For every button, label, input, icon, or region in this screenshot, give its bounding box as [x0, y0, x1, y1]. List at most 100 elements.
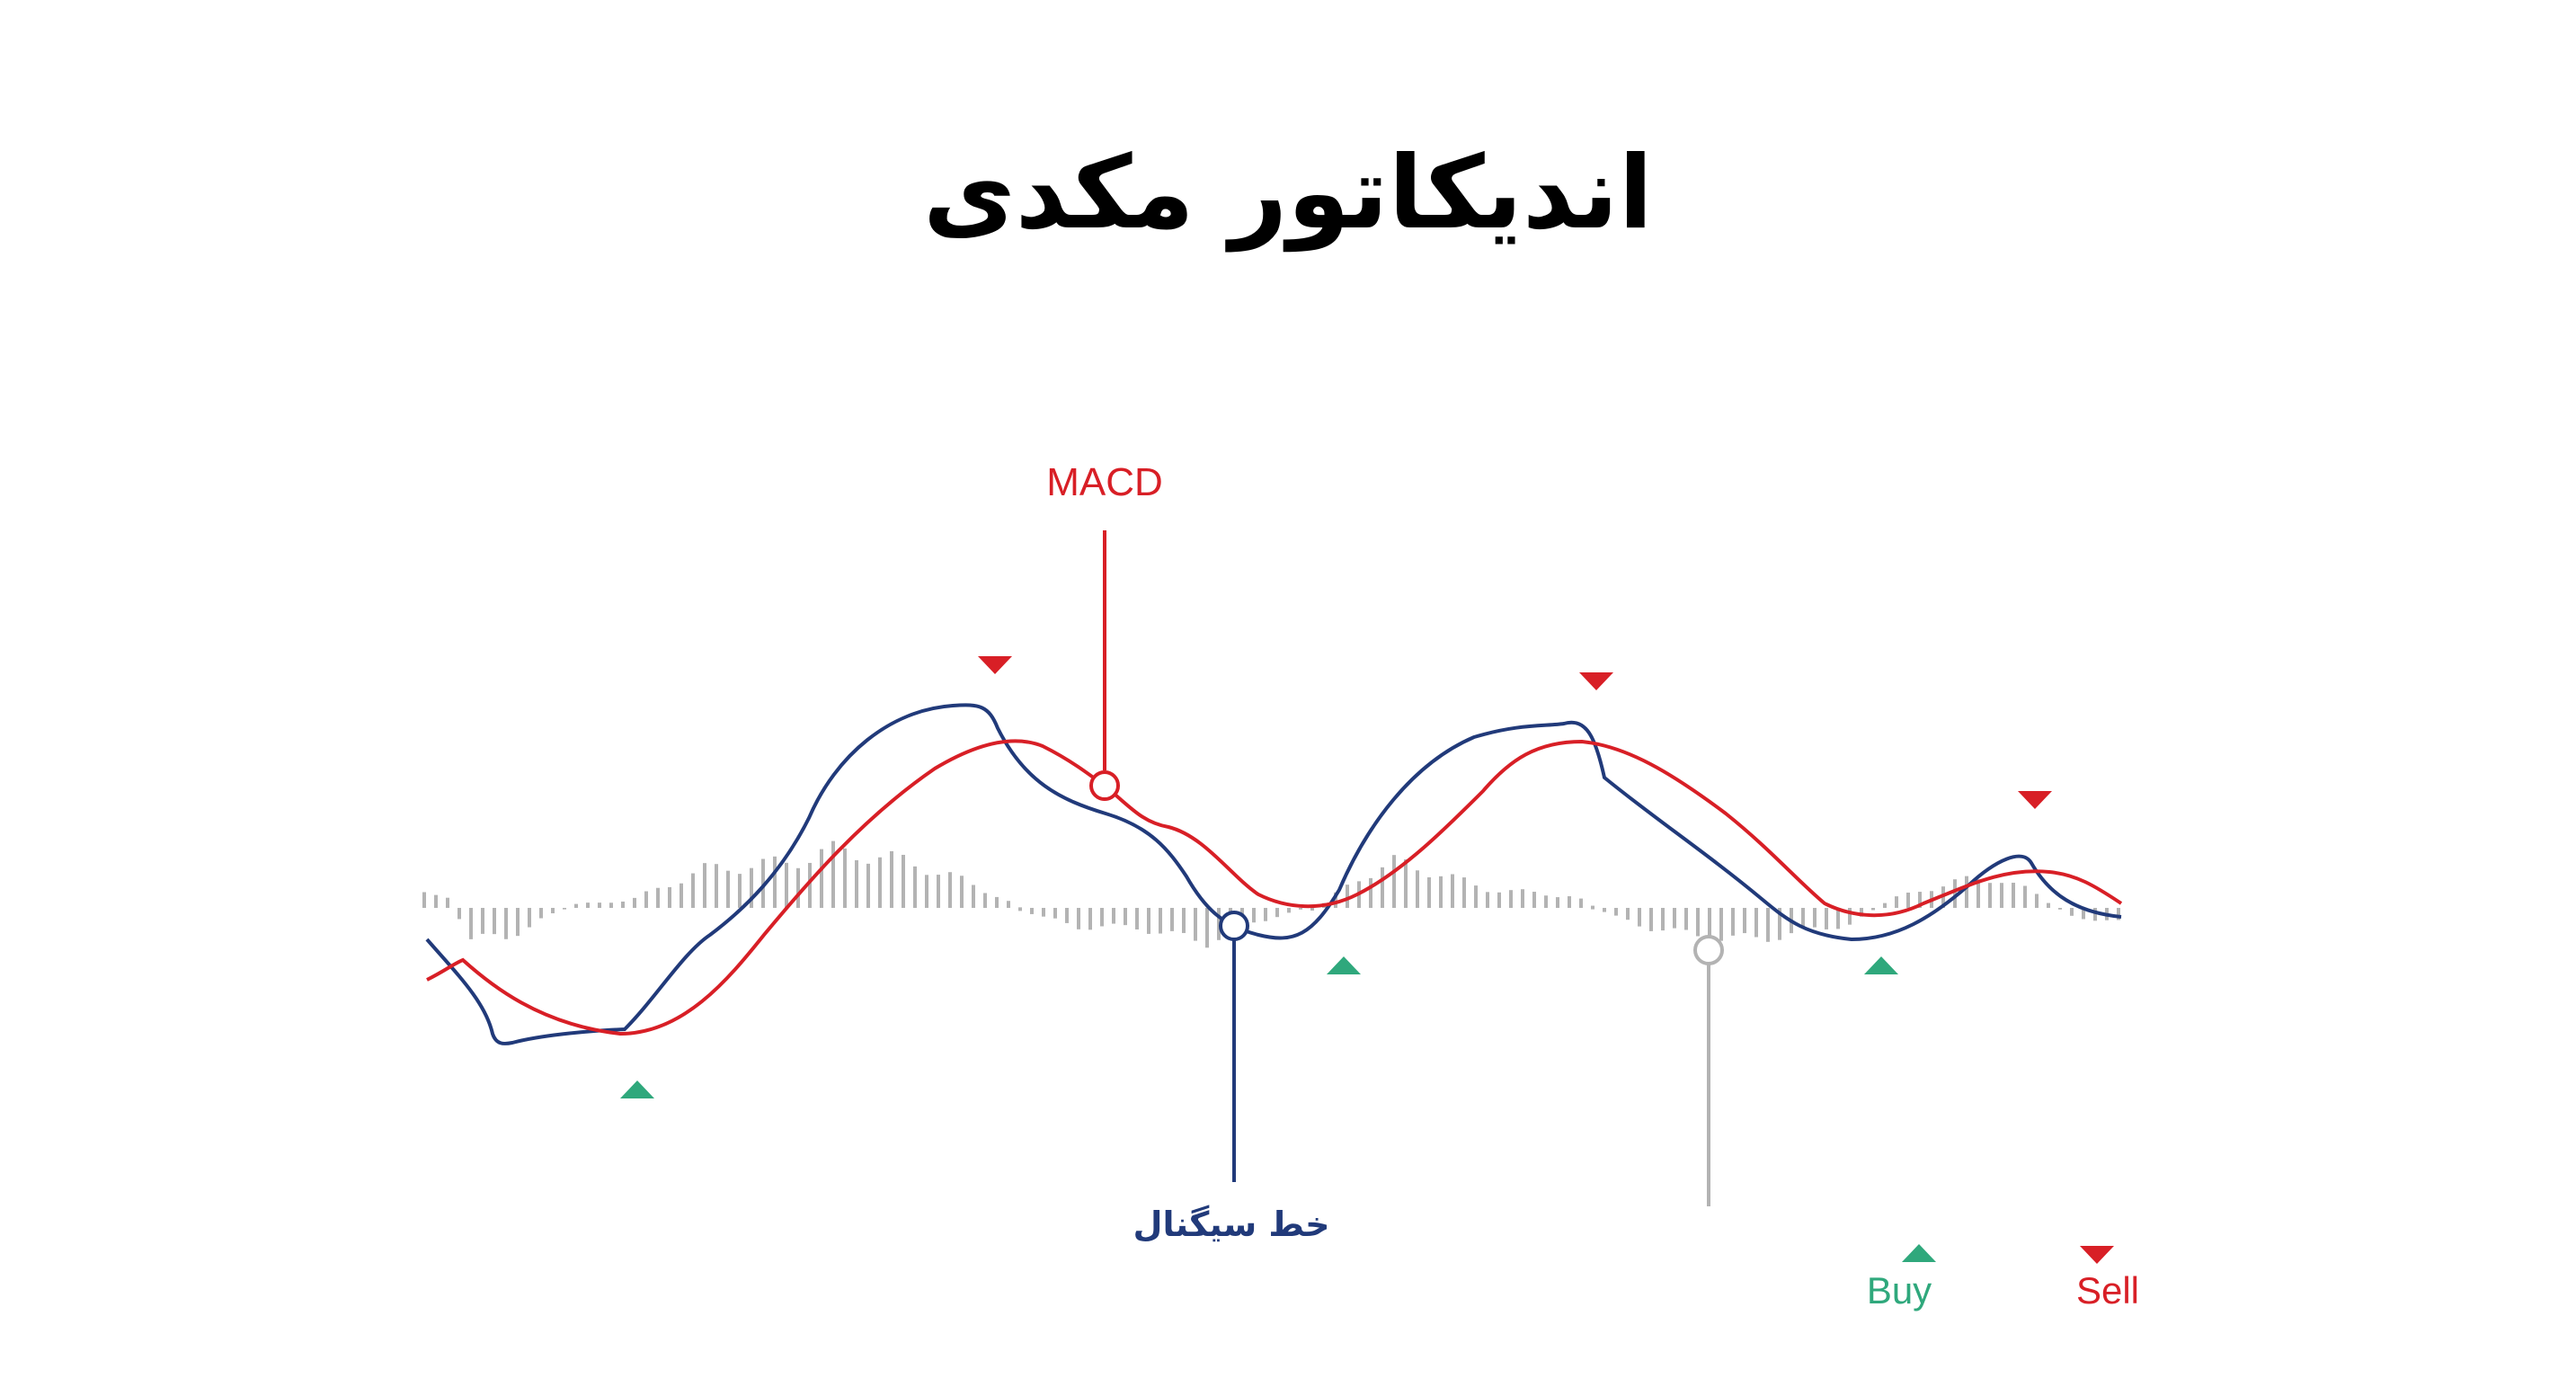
- histogram-bar: [1053, 908, 1057, 919]
- histogram-bar: [457, 908, 461, 920]
- histogram-bar: [1696, 908, 1700, 937]
- signal-label: خط سیگنال: [1133, 1205, 1329, 1244]
- legend-sell-label: Sell: [2076, 1269, 2139, 1312]
- histogram-bar: [680, 883, 683, 908]
- histogram-bar: [1100, 908, 1104, 927]
- histogram-bar: [2058, 908, 2062, 910]
- histogram-bar: [831, 840, 835, 908]
- histogram-bar: [1088, 908, 1092, 930]
- histogram-bar: [1883, 903, 1887, 908]
- histogram-bar: [972, 885, 975, 908]
- histogram-bar: [902, 854, 905, 908]
- histogram-bar: [1439, 876, 1443, 908]
- histogram-bar: [644, 891, 648, 908]
- histogram-bar: [948, 872, 952, 908]
- histogram-bar: [785, 862, 788, 908]
- histogram-bar: [586, 903, 590, 908]
- histogram-bar: [2047, 903, 2050, 908]
- histogram-bar: [1170, 908, 1174, 931]
- histogram-bar: [703, 863, 706, 908]
- legend-buy-label: Buy: [1867, 1269, 1932, 1312]
- histogram-bar: [1521, 889, 1524, 908]
- histogram-bar: [1754, 908, 1758, 938]
- histogram-bar: [551, 908, 555, 913]
- histogram-bar: [2012, 883, 2015, 908]
- histogram-bar: [983, 893, 987, 908]
- histogram-bar: [937, 875, 940, 908]
- histogram-bar: [1731, 908, 1735, 936]
- histogram-bar: [1860, 908, 1863, 917]
- histogram-bar: [1346, 885, 1349, 908]
- histogram-bar: [960, 876, 964, 908]
- buy-marker: [1864, 956, 1898, 974]
- histogram-bar: [563, 908, 566, 910]
- histogram-bar: [668, 886, 671, 908]
- page-title: اندیکاتور مکدی: [923, 135, 1653, 252]
- histogram-bar: [1205, 908, 1209, 948]
- histogram-bar: [1532, 892, 1536, 908]
- histogram-bar: [1895, 896, 1898, 908]
- histogram-bar: [598, 903, 601, 908]
- histogram-bar: [1194, 908, 1197, 941]
- histogram-bar: [820, 849, 823, 908]
- histogram-bar: [1404, 859, 1408, 908]
- histogram: [422, 840, 2120, 948]
- histogram-bar: [633, 897, 636, 908]
- histogram-bar: [1310, 906, 1314, 911]
- histogram-bar: [2070, 908, 2074, 916]
- histogram-bar: [1369, 877, 1372, 908]
- histogram-bar: [750, 867, 753, 908]
- histogram-bar: [1825, 908, 1828, 929]
- histogram-bar: [1976, 879, 1980, 908]
- histogram-bar: [504, 908, 508, 939]
- histogram-bar: [1673, 908, 1676, 929]
- histogram-bar: [1065, 908, 1069, 923]
- histogram-bar: [1416, 870, 1419, 908]
- histogram-bar: [1159, 908, 1162, 934]
- histogram-bar: [2093, 908, 2097, 921]
- histogram-bar: [1486, 892, 1489, 908]
- histogram-bar: [609, 903, 613, 908]
- histogram-bar: [1497, 892, 1501, 908]
- histogram-bar: [1638, 908, 1641, 927]
- histogram-bar: [1474, 885, 1478, 908]
- histogram-bar: [1264, 908, 1267, 921]
- histogram-bar: [1848, 908, 1852, 925]
- histogram-bar: [1182, 908, 1186, 933]
- histogram-bar: [890, 850, 893, 908]
- macd-label: MACD: [1046, 460, 1163, 504]
- histogram-bar: [808, 862, 812, 908]
- histogram-bar: [1544, 895, 1548, 908]
- histogram-bar: [1287, 908, 1291, 913]
- histogram-bar: [422, 892, 426, 908]
- histogram-bar: [1077, 908, 1080, 929]
- histogram-bar: [773, 856, 777, 908]
- histogram-bar: [1252, 908, 1256, 923]
- histogram-bar: [1871, 908, 1875, 911]
- histogram-bar: [1626, 908, 1630, 920]
- legend-sell-icon: [2080, 1246, 2114, 1264]
- histogram-bar: [1684, 908, 1688, 930]
- histogram-bar: [1030, 908, 1034, 914]
- histogram-bar: [1112, 908, 1115, 924]
- histogram-bar: [866, 863, 870, 908]
- histogram-bar: [1614, 908, 1618, 916]
- signal-line: [425, 703, 2122, 1045]
- histogram-bar: [1743, 908, 1746, 934]
- histogram-bar: [1649, 908, 1653, 931]
- histogram-bar: [1135, 908, 1139, 929]
- histogram-bar: [574, 903, 578, 908]
- histogram-bar: [913, 866, 917, 908]
- histogram-bar: [516, 908, 520, 937]
- histogram-bar: [1568, 896, 1571, 908]
- histogram-bar: [1124, 908, 1127, 926]
- histogram-bar: [995, 896, 999, 908]
- histogram-bar: [481, 908, 484, 934]
- histogram-bar: [1766, 908, 1770, 942]
- histogram-bar: [1334, 892, 1337, 908]
- histogram-bar: [1579, 898, 1583, 908]
- histogram-bar: [1801, 908, 1805, 929]
- histogram-bar: [691, 873, 695, 908]
- legend-buy-icon: [1902, 1244, 1936, 1262]
